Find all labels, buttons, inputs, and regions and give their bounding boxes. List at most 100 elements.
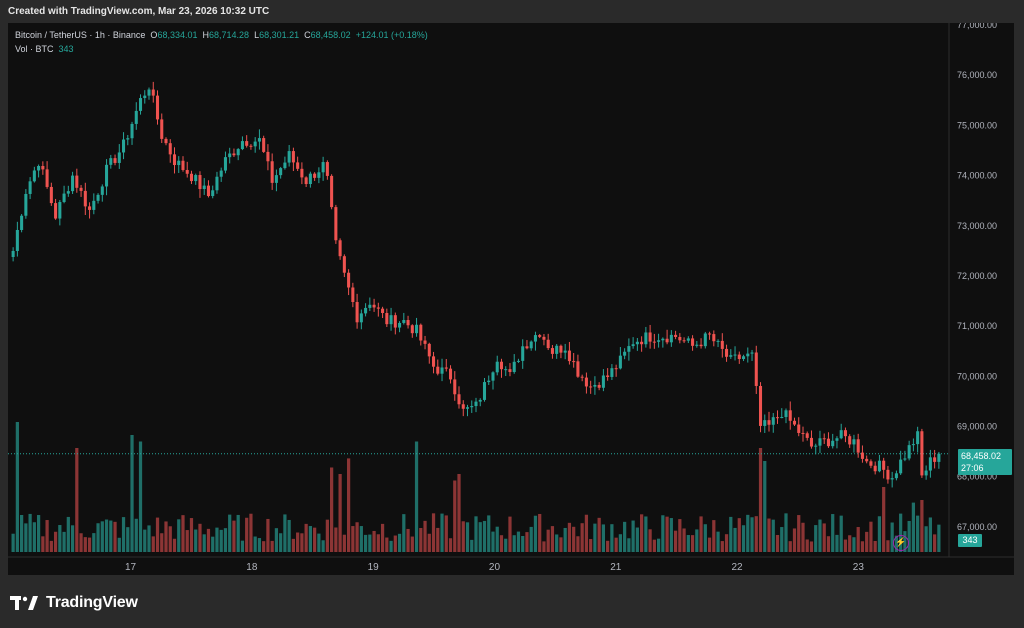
volume-bar [865, 531, 869, 552]
low-value: 68,301.21 [259, 30, 300, 40]
candle-body [202, 185, 206, 190]
chart-caption: Created with TradingView.com, Mar 23, 20… [8, 6, 270, 17]
candle-body [96, 194, 100, 201]
candle-body [665, 338, 669, 343]
volume-bar [457, 474, 461, 552]
candle-body [364, 307, 368, 314]
candle-body [890, 478, 894, 480]
volume-bar [228, 514, 232, 552]
candle-body [669, 334, 673, 343]
volume-bar [741, 525, 746, 552]
lightning-icon[interactable]: ⚡ [893, 535, 909, 551]
candle-body [436, 366, 440, 374]
candle-body [393, 315, 397, 328]
volume-bar [45, 520, 49, 552]
volume-bar [279, 533, 283, 552]
candle-body [24, 193, 28, 216]
volume-bar [274, 528, 279, 552]
volume-bar [461, 521, 465, 552]
candle-body [691, 338, 695, 346]
candle-body [113, 158, 117, 163]
candle-body [784, 410, 788, 418]
candle-body [682, 340, 686, 342]
time-tick-label: 23 [853, 562, 865, 573]
candle-body [41, 166, 45, 170]
volume-bar [623, 521, 627, 552]
volume-bar [100, 521, 104, 552]
volume-bar [321, 540, 325, 552]
price-tick-label: 73,000.00 [957, 221, 997, 231]
volume-bar [126, 527, 130, 552]
candle-body [499, 361, 504, 370]
volume-bar [843, 539, 848, 552]
volume-bar [448, 538, 453, 552]
candle-body [453, 379, 457, 395]
volume-bar [627, 538, 631, 552]
volume-bar [924, 526, 928, 552]
candle-body [754, 352, 758, 386]
candle-body [648, 332, 652, 342]
candle-body [474, 401, 478, 407]
volume-bar [758, 448, 763, 552]
volume-bar [245, 517, 249, 552]
candle-body [877, 460, 881, 472]
volume-bar [232, 520, 236, 552]
volume-bar [746, 514, 750, 552]
candle-body [775, 417, 780, 419]
candle-body [916, 431, 920, 445]
volume-bar [372, 530, 376, 552]
price-tick-label: 71,000.00 [957, 321, 997, 331]
volume-bar [75, 448, 79, 552]
volume-bar [907, 520, 911, 552]
candle-body [138, 98, 143, 111]
candle-body [338, 240, 342, 257]
volume-bar [567, 522, 572, 552]
volume-bar [775, 534, 780, 552]
price-tick-label: 67,000.00 [957, 522, 997, 532]
volume-bar [338, 474, 342, 552]
candle-body [253, 141, 257, 147]
volume-bar [253, 536, 257, 552]
chart-area[interactable]: 67,000.00 68,000.00 69,000.00 70,000.00 71,0… [8, 23, 1014, 575]
candlestick-chart[interactable]: 67,000.00 68,000.00 69,000.00 70,000.00 71,0… [8, 23, 1014, 575]
brand-name: TradingView [46, 594, 138, 611]
candle-body [287, 151, 291, 163]
volume-bar [665, 516, 669, 552]
candle-body [219, 170, 223, 177]
candle-body [886, 469, 890, 480]
price-tick-label: 75,000.00 [957, 120, 997, 130]
volume-bar [614, 537, 618, 552]
candle-body [652, 341, 656, 343]
volume-bar [330, 467, 334, 552]
candle-body [661, 338, 665, 341]
volume-bar [563, 527, 567, 552]
volume-bar [499, 535, 504, 552]
candle-body [325, 162, 329, 176]
volume-bar [920, 500, 924, 552]
candle-body [198, 175, 202, 190]
volume-bar [606, 540, 610, 552]
volume-bar [763, 461, 767, 552]
volume-bar [580, 523, 584, 552]
volume-bar [283, 514, 287, 552]
candle-body [368, 304, 372, 308]
candle-body [725, 348, 729, 357]
volume-bar [270, 540, 274, 552]
volume-bar [482, 520, 487, 552]
candle-body [11, 250, 15, 258]
volume-bar [546, 529, 550, 552]
price-tick-label: 72,000.00 [957, 271, 997, 281]
volume-bar [890, 522, 894, 552]
candle-body [160, 119, 164, 139]
price-tick-label: 68,000.00 [957, 472, 997, 482]
candle-body [461, 404, 465, 409]
candle-body [427, 343, 431, 357]
volume-bar [313, 527, 317, 552]
volume-bar [491, 531, 495, 552]
volume-bar [211, 536, 215, 552]
candle-body [907, 445, 911, 459]
close-label: C [304, 30, 311, 40]
volume-bar [155, 517, 160, 552]
last-price-tag: 68,458.02 27:06 [958, 449, 1012, 475]
candle-body [839, 430, 843, 439]
